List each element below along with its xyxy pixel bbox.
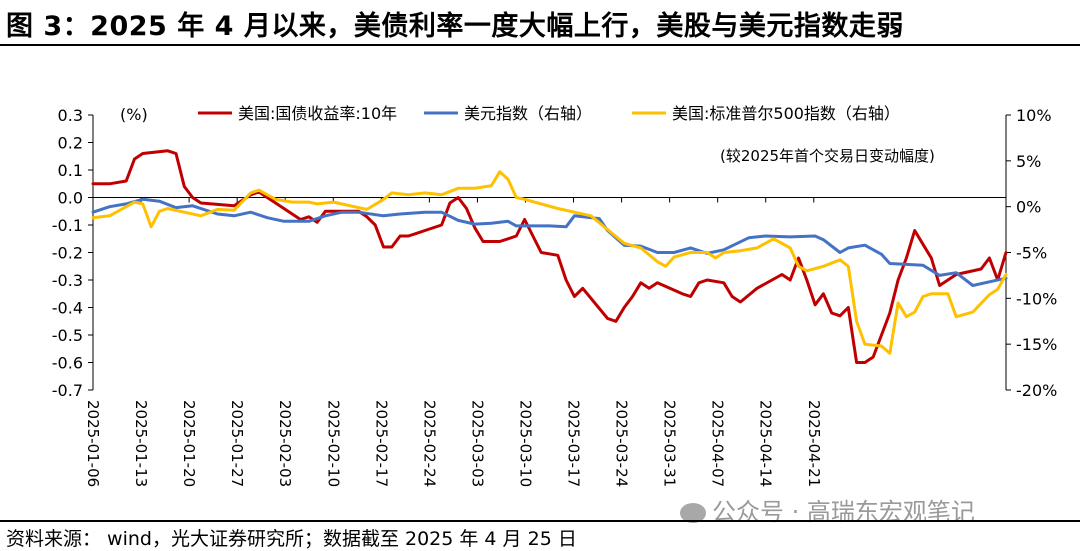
x-tick-label: 2025-02-24 [420, 400, 438, 487]
series-line-3 [91, 170, 1008, 355]
x-tick-label: 2025-04-21 [805, 400, 823, 487]
axes-layer: 0.3 0.2 0.1 0.0 -0.1 -0.2 -0.3 -0.4 -0.5 -0.6 -0.7… [52, 106, 1058, 487]
figure-title: 图 3：2025 年 4 月以来，美债利率一度大幅上行，美股与美元指数走弱 [6, 11, 904, 42]
series-line-1 [91, 149, 1008, 364]
x-tick-label: 2025-03-31 [661, 400, 679, 487]
x-tick-label: 2025-04-14 [757, 400, 775, 487]
x-tick-label: 2025-01-06 [84, 400, 102, 487]
x-tick-label: 2025-03-03 [468, 400, 486, 487]
x-tick-label: 2025-02-03 [276, 400, 294, 487]
right-tick-label: 10% [1016, 106, 1052, 125]
left-tick-label: -0.4 [52, 299, 83, 318]
x-tick-label: 2025-03-24 [613, 400, 631, 487]
right-tick-label: 5% [1016, 152, 1041, 171]
left-tick-label: -0.1 [52, 216, 83, 235]
left-tick-label: -0.6 [52, 354, 83, 373]
left-tick-label: -0.5 [52, 326, 83, 345]
x-tick-label: 2025-01-20 [180, 400, 198, 487]
x-tick-label: 2025-02-17 [372, 400, 390, 487]
x-tick-label: 2025-01-27 [228, 400, 246, 487]
left-tick-label: -0.7 [52, 381, 83, 400]
left-tick-label: -0.3 [52, 271, 83, 290]
x-tick-label: 2025-03-10 [516, 400, 534, 487]
series-layer [91, 149, 1008, 364]
right-tick-label: 0% [1016, 198, 1041, 217]
right-tick-label: -20% [1016, 381, 1057, 400]
right-tick-label: -10% [1016, 289, 1057, 308]
source-rule [0, 520, 1080, 522]
legend-label-2: 美元指数（右轴） [464, 104, 592, 123]
change-annotation: (较2025年首个交易日变动幅度) [720, 147, 935, 165]
x-tick-label: 2025-02-10 [324, 400, 342, 487]
left-tick-label: -0.2 [52, 244, 83, 263]
left-tick-label: 0.1 [58, 161, 83, 180]
legend-label-3: 美国:标准普尔500指数（右轴） [672, 104, 900, 123]
right-tick-label: -15% [1016, 335, 1057, 354]
x-tick-label: 2025-01-13 [132, 400, 150, 487]
left-tick-label: 0.2 [58, 134, 83, 153]
x-tick-label: 2025-04-07 [709, 400, 727, 487]
title-rule [0, 44, 1080, 46]
left-tick-label: 0.3 [58, 106, 83, 125]
wechat-icon [680, 503, 706, 523]
right-tick-label: -5% [1016, 244, 1047, 263]
chart: 0.3 0.2 0.1 0.0 -0.1 -0.2 -0.3 -0.4 -0.5 -0.6 -0.7… [52, 104, 1058, 487]
legend: 美国:国债收益率:10年 美元指数（右轴） 美国:标准普尔500指数（右轴） [198, 104, 900, 123]
legend-label-1: 美国:国债收益率:10年 [238, 104, 397, 123]
series-line-2 [91, 197, 1008, 287]
x-tick-label: 2025-03-17 [565, 400, 583, 487]
source-note: 资料来源： wind，光大证券研究所；数据截至 2025 年 4 月 25 日 [6, 528, 577, 550]
left-tick-label: 0.0 [58, 189, 83, 208]
left-axis-unit: (%) [120, 105, 148, 124]
